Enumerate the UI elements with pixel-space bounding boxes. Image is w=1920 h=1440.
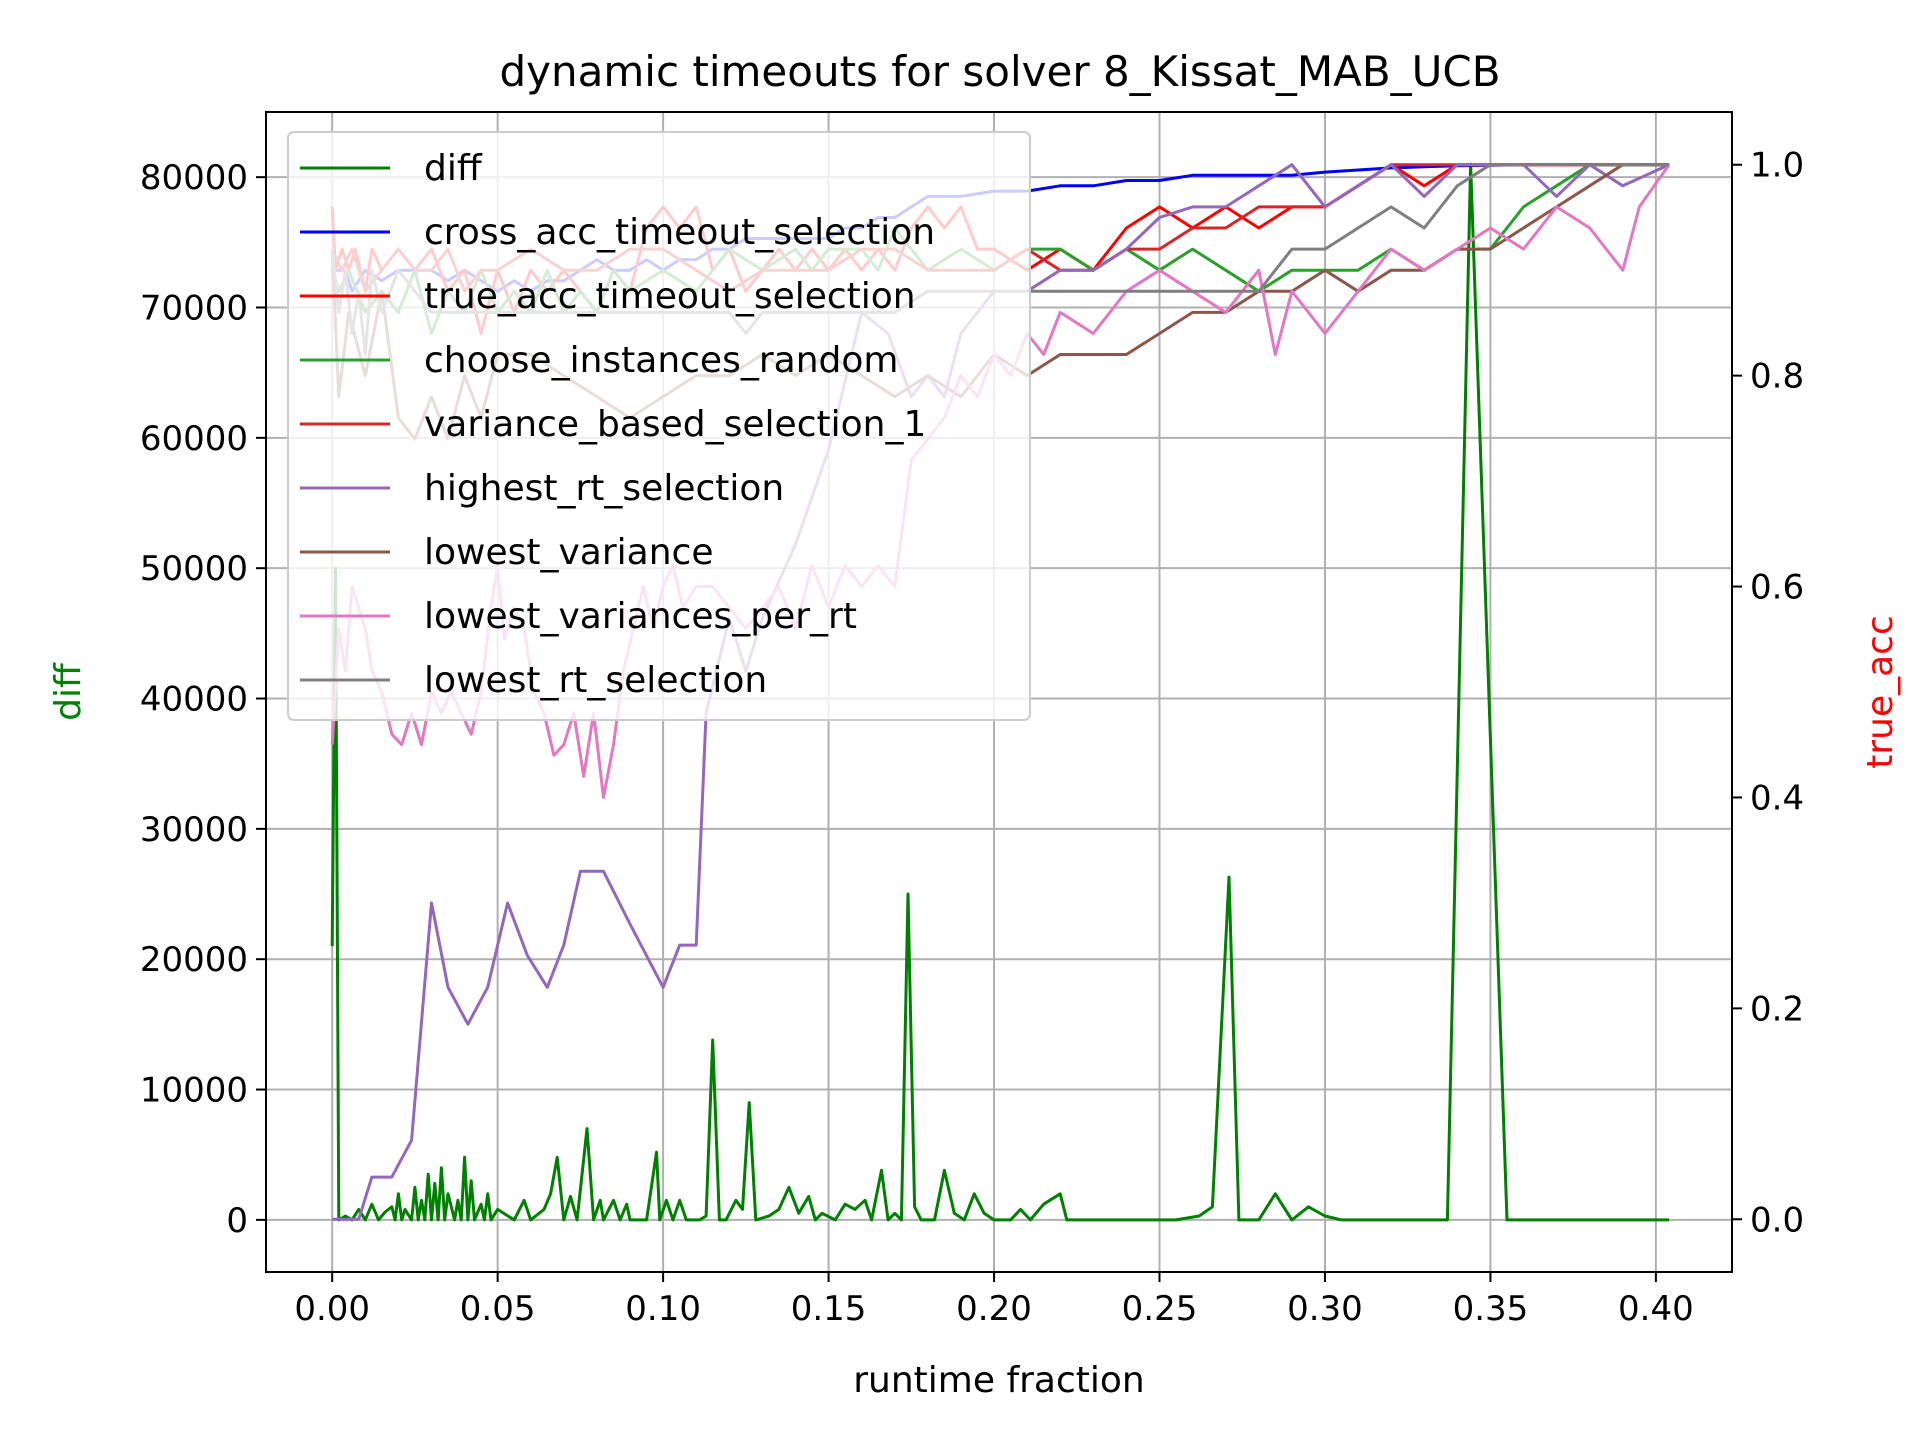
x-tick-label: 0.15 xyxy=(791,1289,867,1329)
x-tick-label: 0.40 xyxy=(1618,1289,1694,1329)
left-y-tick-label: 20000 xyxy=(140,940,248,980)
legend-label-lowest-variances-per-rt: lowest_variances_per_rt xyxy=(424,596,857,637)
x-tick-label: 0.10 xyxy=(625,1289,701,1329)
legend-box xyxy=(287,131,1031,721)
left-y-tick-label: 50000 xyxy=(140,549,248,589)
legend-label-variance-based-selection-1: variance_based_selection_1 xyxy=(424,404,926,445)
left-y-axis: 0 10000 20000 30000 40000 50000 60000 70000 8000… xyxy=(140,158,266,1241)
legend: diff cross_acc_timeout_selection true_acc_… xyxy=(287,131,1031,721)
legend-label-lowest-variance: lowest_variance xyxy=(424,532,713,573)
series-line-diff xyxy=(330,162,1670,1222)
legend-label-lowest-rt-selection: lowest_rt_selection xyxy=(424,660,767,701)
x-axis-label: runtime fraction xyxy=(853,1360,1145,1401)
x-tick-label: 0.20 xyxy=(956,1289,1032,1329)
right-y-tick-label: 0.4 xyxy=(1750,778,1804,818)
x-tick-label: 0.00 xyxy=(294,1289,370,1329)
right-y-tick-label: 0.6 xyxy=(1750,568,1804,608)
right-y-tick-label: 1.0 xyxy=(1750,146,1804,186)
left-y-tick-label: 60000 xyxy=(140,419,248,459)
left-y-tick-label: 30000 xyxy=(140,810,248,850)
x-tick-label: 0.35 xyxy=(1453,1289,1529,1329)
left-y-tick-label: 70000 xyxy=(140,289,248,329)
left-y-tick-label: 10000 xyxy=(140,1071,248,1111)
left-y-tick-label: 40000 xyxy=(140,680,248,720)
left-y-axis-label: diff xyxy=(48,662,89,721)
legend-label-choose-instances-random: choose_instances_random xyxy=(424,340,898,381)
right-y-tick-label: 0.2 xyxy=(1750,989,1804,1029)
right-y-tick-label: 0.0 xyxy=(1750,1200,1804,1240)
legend-label-true-acc-timeout-selection: true_acc_timeout_selection xyxy=(424,276,916,317)
legend-label-cross-acc-timeout-selection: cross_acc_timeout_selection xyxy=(424,212,935,253)
left-y-tick-label: 0 xyxy=(226,1201,248,1241)
legend-label-diff: diff xyxy=(424,148,483,189)
x-tick-label: 0.25 xyxy=(1122,1289,1198,1329)
legend-label-highest-rt-selection: highest_rt_selection xyxy=(424,468,784,509)
right-y-axis-label: true_acc xyxy=(1860,615,1901,769)
right-y-axis: 0.0 0.2 0.4 0.6 0.8 1.0 xyxy=(1732,146,1804,1240)
plot-frame xyxy=(265,111,1733,1273)
x-tick-label: 0.05 xyxy=(460,1289,536,1329)
x-axis: 0.00 0.05 0.10 0.15 0.20 0.25 0.30 0.35 0.40 xyxy=(294,1272,1694,1329)
chart-title: dynamic timeouts for solver 8_Kissat_MAB… xyxy=(499,47,1500,96)
x-tick-label: 0.30 xyxy=(1287,1289,1363,1329)
left-y-tick-label: 80000 xyxy=(140,158,248,198)
right-y-tick-label: 0.8 xyxy=(1750,357,1804,397)
